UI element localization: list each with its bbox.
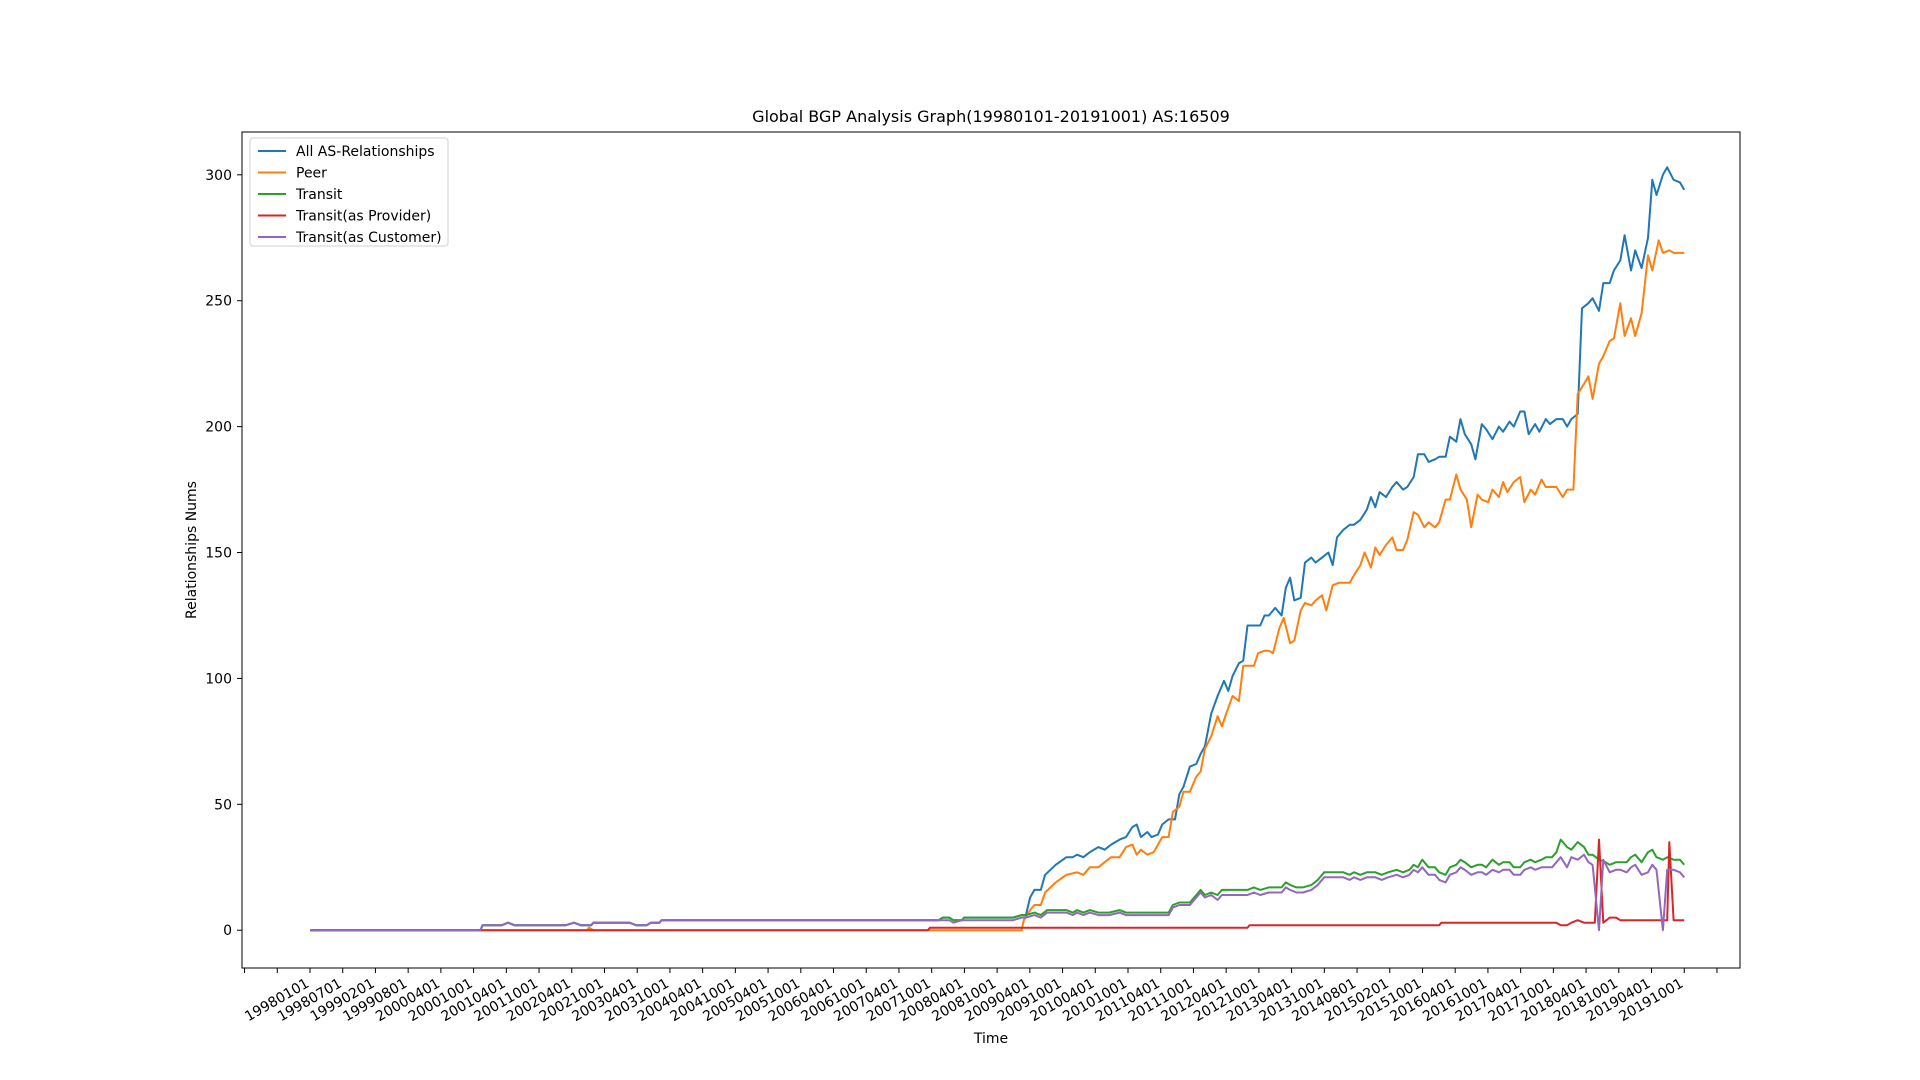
series-lines — [310, 166, 1686, 932]
y-tick-label: 150 — [205, 546, 232, 562]
x-axis: 1998010119980701199902011999080120000401… — [242, 968, 1718, 1025]
y-tick-label: 100 — [205, 671, 232, 687]
y-tick-label: 200 — [205, 420, 232, 436]
legend-label: All AS-Relationships — [296, 144, 435, 160]
legend-label: Transit(as Customer) — [295, 230, 442, 246]
legend-box — [249, 137, 449, 247]
y-axis-title: Relationships Nums — [184, 481, 200, 619]
legend-label: Transit(as Provider) — [295, 209, 431, 225]
legend-label: Peer — [296, 166, 327, 182]
x-axis-title: Time — [973, 1031, 1008, 1047]
chart-title: Global BGP Analysis Graph(19980101-20191… — [752, 107, 1230, 126]
legend: All AS-Relationships Peer Transit Transit(a… — [249, 137, 449, 247]
series-line-3 — [310, 838, 1685, 932]
series-line-4 — [310, 853, 1685, 932]
y-tick-label: 300 — [205, 168, 232, 184]
y-tick-label: 250 — [205, 294, 232, 310]
y-axis: 0 50 100 150 200 250 300 — [205, 168, 242, 939]
series-line-1 — [310, 239, 1685, 932]
legend-label: Transit — [295, 187, 343, 203]
plot-area — [241, 131, 1741, 969]
y-tick-label: 50 — [214, 797, 232, 813]
y-tick-label: 0 — [223, 923, 232, 939]
